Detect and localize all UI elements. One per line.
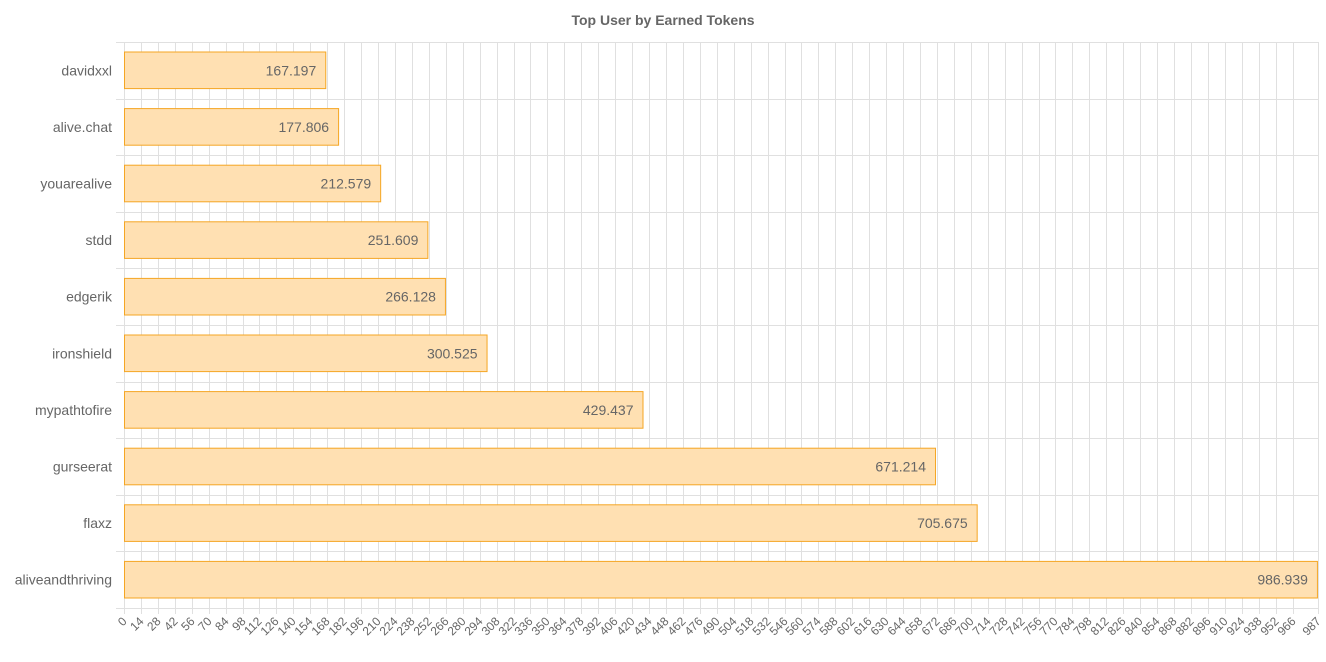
bar-davidxxl[interactable]	[124, 51, 327, 90]
x-tick-label: 0	[115, 614, 130, 629]
category-labels: davidxxl alive.chat youarealive stdd edgerik…	[15, 62, 113, 587]
bar-flaxz[interactable]	[124, 504, 978, 542]
bar-youarealive[interactable]	[124, 164, 382, 203]
bar-edgerik[interactable]	[124, 277, 446, 316]
bar-value-label: 429.437	[583, 402, 634, 418]
bar-value-label: 212.579	[321, 176, 372, 192]
category-label: mypathtofire	[35, 402, 112, 418]
bar-value-label: 167.197	[266, 62, 317, 78]
bar-value-label: 986.939	[1257, 572, 1308, 588]
category-label: alive.chat	[53, 119, 112, 135]
bar-mypathtofire[interactable]	[124, 391, 644, 429]
bars: 167.197 177.806 212.579 251.609 266.128 300.5…	[124, 51, 1318, 599]
bar-aliveandthriving[interactable]	[124, 560, 1318, 599]
bar-stdd[interactable]	[124, 221, 429, 259]
x-axis-ticks: 0142842567084981121261401541681821962102…	[115, 614, 1324, 638]
chart-title: Top User by Earned Tokens	[571, 12, 754, 28]
bar-value-label: 177.806	[278, 119, 329, 135]
category-label: youarealive	[40, 176, 112, 192]
category-label: aliveandthriving	[15, 572, 112, 588]
category-label: davidxxl	[61, 62, 112, 78]
bar-value-label: 300.525	[427, 345, 478, 361]
category-label: gurseerat	[53, 459, 112, 475]
bar-value-label: 705.675	[917, 515, 968, 531]
bar-value-label: 671.214	[875, 459, 926, 475]
category-label: ironshield	[52, 345, 112, 361]
category-label: stdd	[86, 232, 112, 248]
x-tick-label: 966	[1275, 614, 1299, 638]
bar-value-label: 251.609	[368, 232, 419, 248]
category-label: flaxz	[83, 515, 112, 531]
category-label: edgerik	[66, 289, 113, 305]
x-tick-label: 987	[1300, 614, 1324, 638]
bar-alive-chat[interactable]	[124, 108, 340, 146]
bar-gurseerat[interactable]	[124, 447, 936, 486]
bar-value-label: 266.128	[385, 289, 436, 305]
bar-ironshield[interactable]	[124, 334, 488, 373]
